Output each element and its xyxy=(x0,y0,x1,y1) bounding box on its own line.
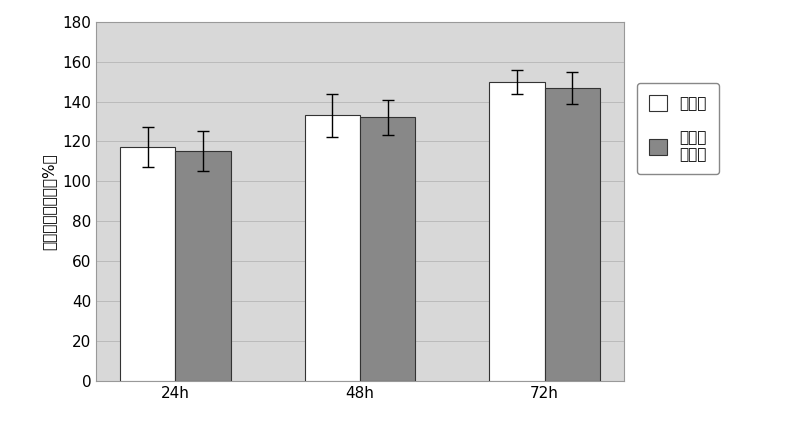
Bar xyxy=(120,147,175,381)
Bar xyxy=(545,87,600,381)
Bar xyxy=(175,152,230,381)
Bar xyxy=(305,116,360,381)
Bar xyxy=(490,81,545,381)
Legend: 空白组, 卡波姆
凝胶组: 空白组, 卡波姆 凝胶组 xyxy=(637,83,719,174)
Bar xyxy=(360,117,415,381)
Y-axis label: 黑素细胞增殖率（%）: 黑素细胞增殖率（%） xyxy=(42,153,57,250)
